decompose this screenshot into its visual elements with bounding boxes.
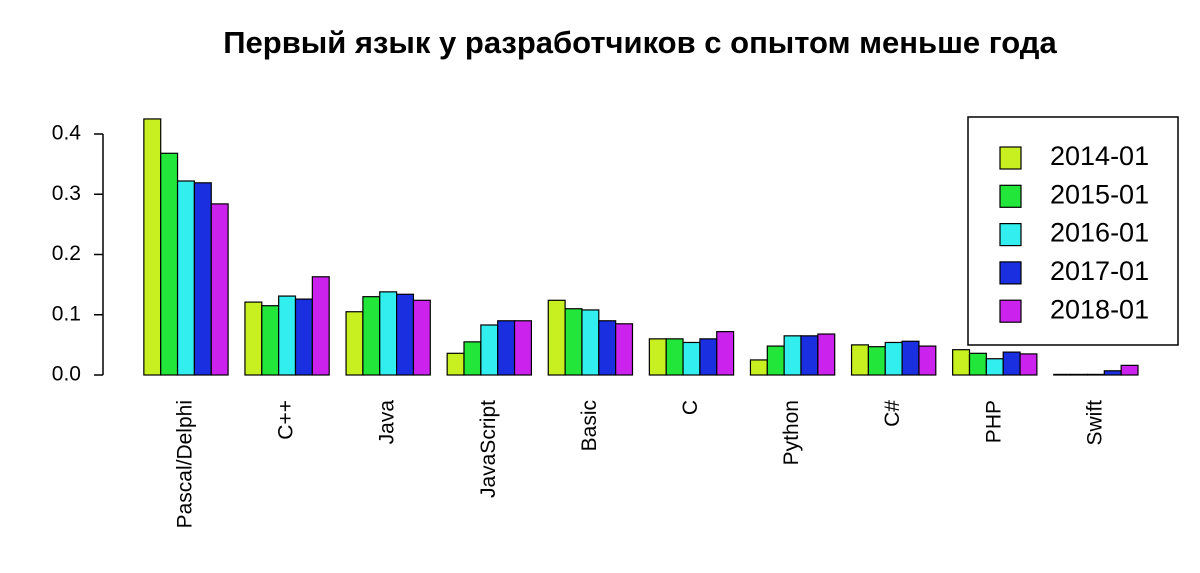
y-tick-label: 0.4 (52, 122, 82, 145)
bar (1069, 373, 1089, 376)
bar (665, 338, 684, 376)
y-tick-label: 0.0 (52, 363, 81, 386)
legend-swatch (999, 184, 1022, 208)
legend-swatch (999, 146, 1022, 170)
x-tick-label: C (679, 400, 702, 415)
legend-label: 2014-01 (1050, 141, 1149, 171)
bar (446, 352, 465, 376)
bar (952, 349, 971, 376)
bar (968, 352, 987, 376)
x-tick-label: Python (780, 400, 803, 465)
bar (1086, 373, 1105, 376)
bar (547, 299, 566, 376)
x-tick-label: Basic (578, 400, 601, 451)
bar (210, 203, 229, 376)
bar (379, 291, 398, 376)
bar (143, 118, 162, 376)
x-tick-label: JavaScript (477, 400, 500, 498)
bar (564, 308, 583, 376)
legend-label: 2015-01 (1050, 179, 1149, 209)
bar (396, 293, 415, 376)
legend-swatch (999, 299, 1022, 323)
bar (783, 335, 802, 376)
bar (918, 345, 937, 376)
chart-title: Первый язык у разработчиков с опытом мен… (223, 25, 1057, 60)
legend-label: 2018-01 (1050, 294, 1149, 324)
bar (1120, 364, 1139, 376)
y-tick-label: 0.1 (52, 302, 81, 325)
bar (311, 276, 330, 376)
bar (294, 298, 313, 376)
legend-label: 2016-01 (1050, 218, 1149, 248)
x-tick-label: Java (376, 400, 399, 445)
bar (463, 341, 482, 376)
bar (901, 340, 920, 376)
bar (513, 320, 532, 376)
bar (1053, 373, 1072, 376)
y-tick-label: 0.2 (52, 242, 81, 265)
bar (648, 338, 667, 376)
bar (615, 323, 634, 376)
x-tick-label: Pascal/Delphi (174, 400, 197, 528)
legend-swatch (999, 223, 1022, 247)
x-tick-label: C# (881, 400, 904, 427)
legend-swatch (999, 261, 1022, 285)
bar (749, 359, 768, 376)
x-tick-label: C++ (275, 400, 298, 440)
bar (278, 295, 297, 376)
bar (261, 305, 280, 376)
bar (850, 344, 869, 376)
bar (598, 320, 617, 376)
bar (867, 346, 886, 376)
bar (1019, 353, 1038, 376)
bar (1002, 351, 1021, 376)
bar (682, 341, 701, 376)
bar (362, 296, 381, 376)
bar (412, 299, 431, 376)
bar (985, 358, 1004, 376)
bar (766, 345, 785, 376)
legend-label: 2017-01 (1050, 256, 1149, 286)
bar (497, 320, 516, 376)
bar (176, 180, 196, 376)
bar (345, 311, 364, 376)
bar (244, 301, 263, 376)
bar (1103, 370, 1122, 376)
bar (193, 182, 212, 376)
x-tick-label: Swift (1083, 400, 1106, 446)
bar (581, 309, 600, 376)
bar (699, 338, 718, 376)
bar (817, 333, 836, 376)
bar (480, 324, 499, 376)
bar (884, 341, 903, 376)
bar (716, 331, 735, 376)
bar (800, 335, 819, 376)
x-tick-label: PHP (982, 400, 1005, 443)
bar (160, 152, 179, 376)
y-tick-label: 0.3 (52, 182, 81, 205)
